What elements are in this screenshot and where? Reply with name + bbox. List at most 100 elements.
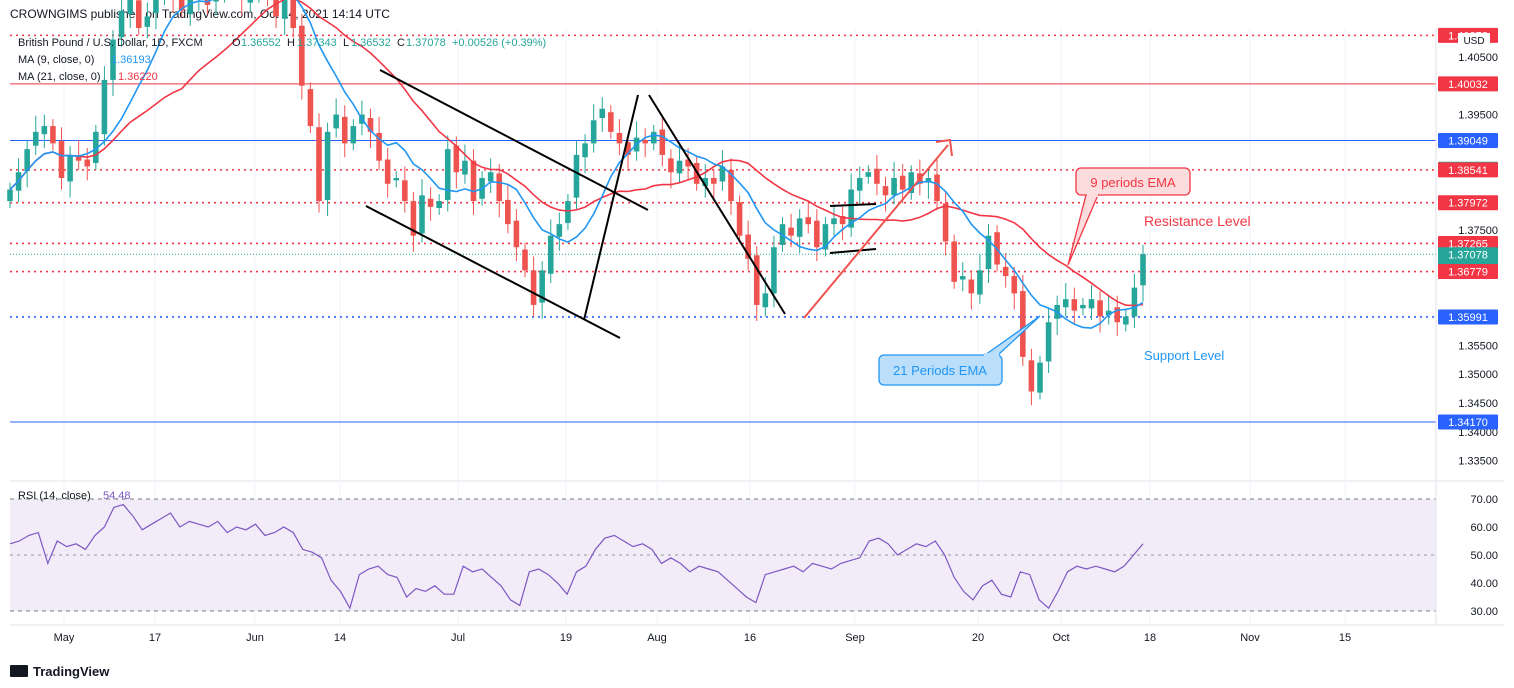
candle-body-35 <box>307 89 314 127</box>
candle-body-28 <box>247 0 254 3</box>
candle-body-6 <box>58 141 65 178</box>
candle-body-16 <box>144 16 151 27</box>
red-arrow-line <box>803 144 949 319</box>
time-tick-1: 17 <box>149 632 161 644</box>
candle-body-20 <box>178 0 185 11</box>
candle-body-108 <box>934 174 940 202</box>
candle-body-54 <box>470 160 477 202</box>
candle-body-71 <box>616 133 623 144</box>
level-tag-text-1: 1.40032 <box>1448 79 1488 91</box>
candle-body-76 <box>659 129 666 155</box>
legend-c-value: 1.37078 <box>406 37 446 49</box>
ma21-line <box>9 0 1144 307</box>
flag-top-line <box>829 203 877 207</box>
legend-ma9-value: 1.36193 <box>111 54 151 66</box>
candle-body-131 <box>1131 287 1138 317</box>
legend-ma21-value: 1.36220 <box>118 71 158 83</box>
legend-l-label: L <box>343 37 349 49</box>
breakout-line-down <box>648 94 786 315</box>
candle-body-102 <box>882 186 889 196</box>
candle-body-3 <box>32 131 39 146</box>
candle-body-39 <box>341 116 348 144</box>
moving-averages <box>9 0 1144 329</box>
legend-rsi-label: RSI (14, close) <box>18 490 91 502</box>
candle-body-21 <box>187 0 194 15</box>
candle-body-82 <box>711 178 717 184</box>
level-tag-5 <box>1438 195 1498 211</box>
candle-body-100 <box>865 172 872 177</box>
candle-body-109 <box>942 203 949 242</box>
level-tag-text-8: 1.36779 <box>1448 267 1488 279</box>
ma9-line <box>9 0 1144 329</box>
candle-body-64 <box>556 224 563 237</box>
candle-body-112 <box>968 279 975 294</box>
ema21-callout-pointer <box>984 315 1041 356</box>
chart-canvas[interactable]: 1.33500 1.34000 1.34500 1.35000 1.35500 1.375… <box>0 0 1514 658</box>
rsi-tick-3: 40.00 <box>1470 578 1498 590</box>
candle-body-67 <box>582 143 588 158</box>
level-tag-text-2: 1.39049 <box>1448 136 1488 148</box>
candle-body-75 <box>650 131 657 144</box>
level-tag-text-9: 1.35991 <box>1448 312 1488 324</box>
candle-body-12 <box>110 39 116 80</box>
candle-body-84 <box>728 169 734 202</box>
time-tick-12: Nov <box>1240 632 1260 644</box>
candle-body-49 <box>427 198 434 207</box>
time-tick-4: Jul <box>451 632 465 644</box>
candle-body-128 <box>1105 310 1112 316</box>
channel-upper-line <box>379 69 649 211</box>
candle-body-31 <box>273 0 279 17</box>
candle-body-119 <box>1028 360 1035 392</box>
candle-body-110 <box>951 241 957 282</box>
time-tick-10: Oct <box>1052 632 1069 644</box>
candle-body-97 <box>839 216 846 225</box>
tradingview-logo[interactable]: TradingView <box>10 664 109 679</box>
price-axis[interactable]: 1.33500 1.34000 1.34500 1.35000 1.35500 1.375… <box>1438 27 1498 468</box>
candle-body-10 <box>93 131 99 163</box>
candle-body-125 <box>1080 304 1086 309</box>
candle-body-88 <box>762 293 769 308</box>
price-pane[interactable] <box>10 28 1436 478</box>
ema21-callout: 21 Periods EMA <box>878 315 1041 386</box>
price-tick-1: 1.34000 <box>1458 427 1498 439</box>
candle-body-53 <box>462 160 468 175</box>
candle-body-60 <box>522 249 528 271</box>
ema21-callout-joint <box>984 353 999 357</box>
legend-o-value: 1.36552 <box>241 37 281 49</box>
ema9-callout-pointer <box>1067 194 1099 266</box>
legend-ma21-label: MA (21, close, 0) <box>18 71 101 83</box>
price-tick-4: 1.35500 <box>1458 340 1498 352</box>
candle-body-81 <box>702 178 709 187</box>
candle-body-99 <box>856 178 863 191</box>
support-label: Support Level <box>1144 348 1224 363</box>
level-tag-2 <box>1438 133 1498 149</box>
level-tag-text-7: 1.37078 <box>1448 249 1488 261</box>
rsi-axis[interactable]: 70.00 60.00 50.00 40.00 30.00 <box>1470 494 1498 618</box>
currency-box <box>1458 33 1490 47</box>
footer: TradingView <box>0 658 1514 688</box>
candle-body-126 <box>1088 299 1095 309</box>
red-arrow-head <box>935 138 953 157</box>
currency-label: USD <box>1463 36 1484 47</box>
candle-body-105 <box>908 172 915 193</box>
candle-body-117 <box>1011 276 1018 294</box>
price-levels <box>10 34 1436 423</box>
time-axis[interactable]: May 17 Jun 14 Jul 19 Aug 16 Sep 20 Oct 18 Nov 15 <box>54 632 1352 644</box>
candle-body-111 <box>959 276 966 280</box>
candle-body-58 <box>505 199 511 225</box>
candle-body-104 <box>899 175 906 190</box>
candle-body-95 <box>822 224 829 250</box>
candle-body-7 <box>67 154 73 182</box>
candle-body-89 <box>771 247 777 294</box>
price-tick-7: 1.40500 <box>1458 52 1498 64</box>
candle-body-59 <box>513 220 520 248</box>
candle-body-46 <box>402 180 408 202</box>
price-tick-6: 1.39500 <box>1458 110 1498 122</box>
ema9-callout-joint <box>1087 193 1098 197</box>
candle-body-0 <box>7 189 13 202</box>
candle-body-132 <box>1140 254 1146 286</box>
candle-body-17 <box>153 0 159 14</box>
candle-body-47 <box>410 201 417 236</box>
rsi-line <box>9 503 1144 610</box>
candle-body-94 <box>814 220 820 248</box>
